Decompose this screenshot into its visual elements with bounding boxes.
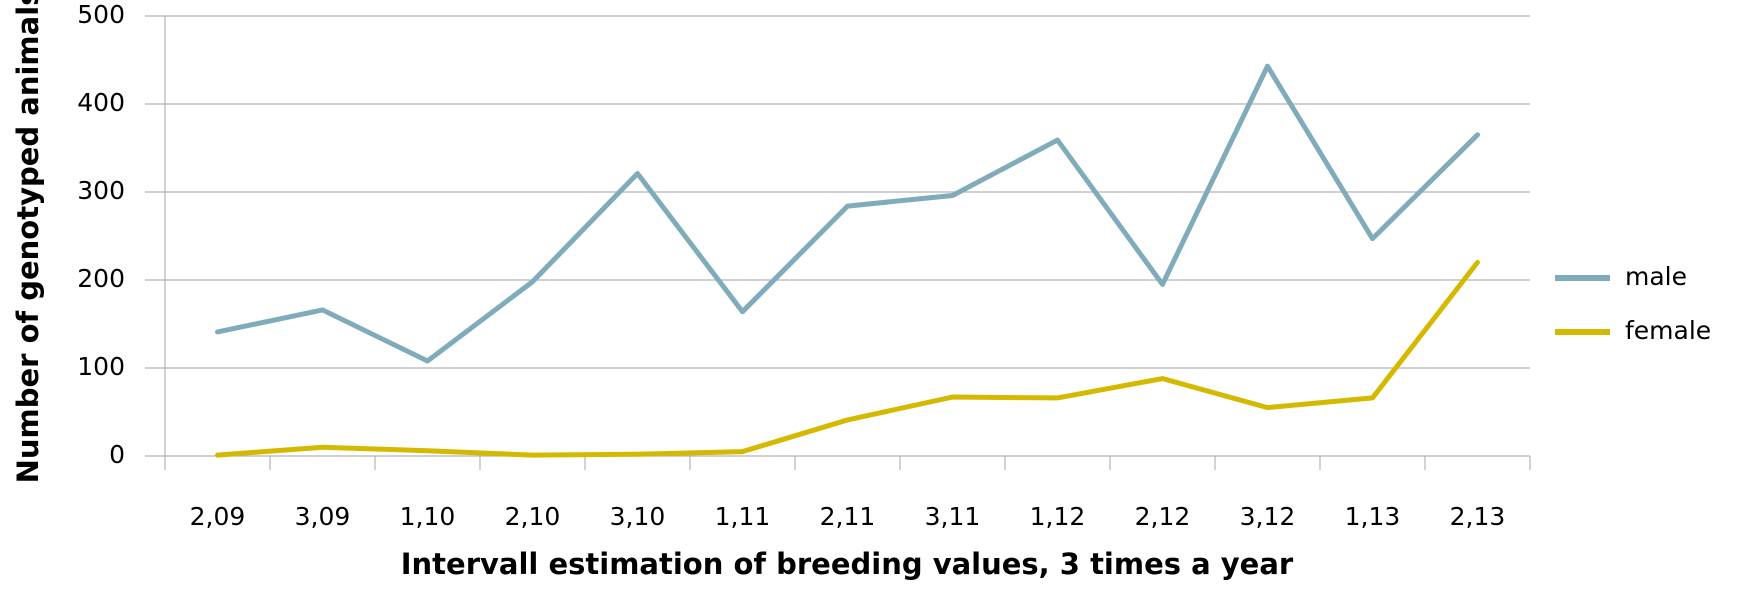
x-tick-label: 1,12 [1030,502,1086,531]
y-tick-label: 300 [77,176,125,205]
line-series [215,259,1480,458]
y-axis-title: Number of genotyped animals [11,0,45,483]
line-series [215,63,1480,364]
x-axis-title: Intervall estimation of breeding values,… [401,547,1294,581]
x-tick-label: 2,09 [190,502,246,531]
x-tick-label: 1,10 [400,502,456,531]
x-tick-label: 3,12 [1240,502,1296,531]
x-tick-label: 3,10 [610,502,666,531]
x-tick-label: 2,10 [505,502,561,531]
y-tick-label: 500 [77,0,125,29]
y-tick-label: 100 [77,352,125,381]
y-tick-label: 400 [77,88,125,117]
x-tick-label: 2,11 [820,502,876,531]
x-tick-label: 3,11 [925,502,981,531]
y-tick-label: 0 [109,440,125,469]
x-tick-label: 1,11 [715,502,771,531]
legend-label: male [1625,262,1687,291]
legend-label: female [1625,316,1711,345]
y-tick-label: 200 [77,264,125,293]
x-tick-label: 1,13 [1345,502,1401,531]
x-tick-label: 3,09 [295,502,351,531]
x-tick-label: 2,13 [1450,502,1506,531]
x-tick-label: 2,12 [1135,502,1191,531]
